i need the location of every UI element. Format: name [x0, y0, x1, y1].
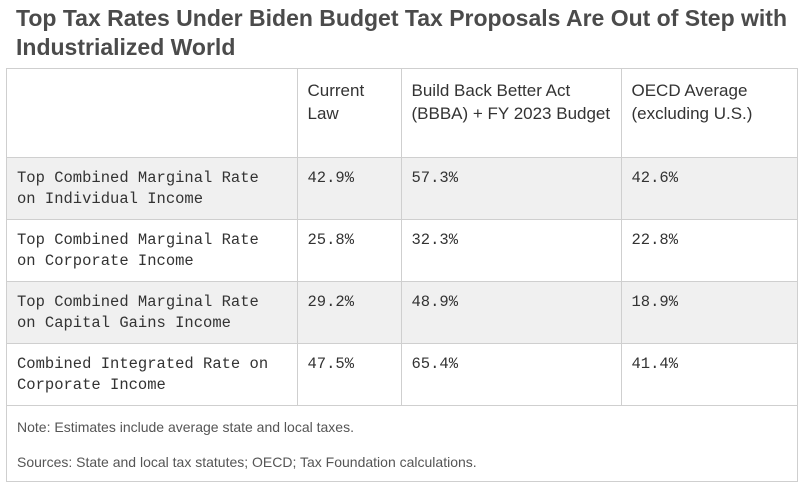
notes-section: Note: Estimates include average state an… [7, 405, 797, 470]
header-bbba-budget: Build Back Better Act (BBBA) + FY 2023 B… [401, 69, 622, 158]
table-row: Combined Integrated Rate on Corporate In… [7, 343, 797, 406]
header-current-law: Current Law [297, 69, 402, 158]
row-label: Top Combined Marginal Rate on Capital Ga… [7, 281, 298, 344]
table-header-row: Current Law Build Back Better Act (BBBA)… [7, 69, 797, 158]
cell-oecd-average: 18.9% [621, 281, 797, 344]
row-label: Top Combined Marginal Rate on Corporate … [7, 219, 298, 282]
table-row: Top Combined Marginal Rate on Individual… [7, 157, 797, 220]
cell-current-law: 29.2% [297, 281, 402, 344]
row-label: Top Combined Marginal Rate on Individual… [7, 157, 298, 220]
cell-bbba-budget: 48.9% [401, 281, 622, 344]
header-oecd-average: OECD Average (excluding U.S.) [621, 69, 797, 158]
cell-oecd-average: 41.4% [621, 343, 797, 406]
row-label: Combined Integrated Rate on Corporate In… [7, 343, 298, 406]
cell-current-law: 25.8% [297, 219, 402, 282]
cell-current-law: 47.5% [297, 343, 402, 406]
cell-oecd-average: 42.6% [621, 157, 797, 220]
cell-bbba-budget: 57.3% [401, 157, 622, 220]
cell-bbba-budget: 32.3% [401, 219, 622, 282]
cell-current-law: 42.9% [297, 157, 402, 220]
tax-rates-table: Current Law Build Back Better Act (BBBA)… [7, 69, 797, 406]
cell-bbba-budget: 65.4% [401, 343, 622, 406]
chart-title: Top Tax Rates Under Biden Budget Tax Pro… [16, 5, 788, 60]
footnote: Note: Estimates include average state an… [17, 419, 354, 435]
header-empty [7, 69, 298, 158]
sources-note: Sources: State and local tax statutes; O… [17, 454, 477, 470]
table-row: Top Combined Marginal Rate on Corporate … [7, 219, 797, 282]
table-row: Top Combined Marginal Rate on Capital Ga… [7, 281, 797, 344]
cell-oecd-average: 22.8% [621, 219, 797, 282]
table-card: Current Law Build Back Better Act (BBBA)… [6, 68, 798, 482]
